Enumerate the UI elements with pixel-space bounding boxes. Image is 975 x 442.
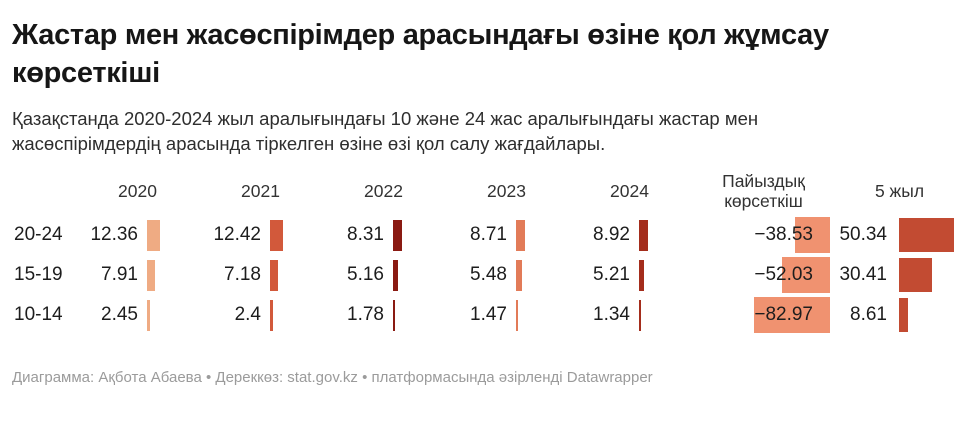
cell-value: −38.53 xyxy=(754,224,813,246)
chart-title: Жастар мен жасөспірімдер арасындағы өзін… xyxy=(12,19,829,90)
cell-2021: 12.42 xyxy=(199,219,322,251)
five-year-bar xyxy=(899,298,909,333)
percent-highlight-bar xyxy=(794,217,830,254)
value-bar xyxy=(147,219,160,251)
cell-five-year: 8.61 xyxy=(836,298,963,333)
data-table: 2020 2021 2022 2023 2024 Пайыздық көрсет… xyxy=(12,167,963,335)
value-bar xyxy=(516,259,522,291)
header-2024: 2024 xyxy=(610,180,649,201)
cell-value: 50.34 xyxy=(839,224,887,246)
footer-separator: • xyxy=(205,369,212,386)
cell-2024: 5.21 xyxy=(568,259,691,291)
value-bar xyxy=(639,219,649,251)
cell-2024: 8.92 xyxy=(568,219,691,251)
table-row: 20-24 12.36 12.42 8.31 8.71 8.92 xyxy=(12,215,963,255)
cell-value: 30.41 xyxy=(839,264,887,286)
header-2020: 2020 xyxy=(118,180,157,201)
cell-value: 8.71 xyxy=(470,224,507,246)
header-2023: 2023 xyxy=(487,180,526,201)
cell-percent-change: −52.03 xyxy=(691,255,836,295)
header-five-year: 5 жыл xyxy=(874,180,925,201)
value-bar xyxy=(147,259,156,291)
cell-value: 2.4 xyxy=(234,304,261,326)
five-year-bar xyxy=(899,218,955,253)
cell-2021: 2.4 xyxy=(199,299,322,331)
cell-2023: 5.48 xyxy=(445,259,568,291)
cell-value: 7.18 xyxy=(224,264,261,286)
cell-value: 12.42 xyxy=(213,224,261,246)
cell-value: −52.03 xyxy=(754,264,813,286)
percent-highlight-bar xyxy=(782,257,830,294)
chart-credit: Диаграмма: Ақбота Абаева xyxy=(12,369,202,386)
table-header-row: 2020 2021 2022 2023 2024 Пайыздық көрсет… xyxy=(12,167,963,215)
value-bar xyxy=(270,299,273,331)
cell-value: −82.97 xyxy=(754,304,813,326)
value-bar xyxy=(639,259,645,291)
value-bar xyxy=(516,299,518,331)
cell-value: 12.36 xyxy=(90,224,138,246)
cell-percent-change: −38.53 xyxy=(691,215,836,255)
cell-2020: 12.36 xyxy=(76,219,199,251)
footer-separator: • xyxy=(362,369,368,386)
cell-value: 8.92 xyxy=(593,224,630,246)
source-link[interactable]: stat.gov.kz xyxy=(287,369,358,386)
value-bar xyxy=(270,219,284,251)
cell-2024: 1.34 xyxy=(568,299,691,331)
cell-value: 5.16 xyxy=(347,264,384,286)
cell-five-year: 50.34 xyxy=(836,218,963,253)
header-percent-change: Пайыздық көрсеткіш xyxy=(722,170,805,212)
five-year-bar xyxy=(899,258,933,293)
percent-highlight-bar xyxy=(753,297,830,334)
cell-2020: 2.45 xyxy=(76,299,199,331)
cell-value: 1.34 xyxy=(593,304,630,326)
cell-value: 5.48 xyxy=(470,264,507,286)
cell-2022: 1.78 xyxy=(322,299,445,331)
row-label: 10-14 xyxy=(14,304,63,326)
header-2021: 2021 xyxy=(241,180,280,201)
table-row: 15-19 7.91 7.18 5.16 5.48 5.21 xyxy=(12,255,963,295)
chart-subtitle: Қазақстанда 2020-2024 жыл аралығындағы 1… xyxy=(12,107,759,155)
value-bar xyxy=(393,219,402,251)
datawrapper-link[interactable]: Datawrapper xyxy=(566,369,653,386)
value-bar xyxy=(270,259,278,291)
cell-value: 8.31 xyxy=(347,224,384,246)
header-2022: 2022 xyxy=(364,180,403,201)
cell-five-year: 30.41 xyxy=(836,258,963,293)
value-bar xyxy=(147,299,150,331)
cell-value: 2.45 xyxy=(101,304,138,326)
cell-2023: 8.71 xyxy=(445,219,568,251)
value-bar xyxy=(639,299,641,331)
cell-2022: 8.31 xyxy=(322,219,445,251)
cell-value: 7.91 xyxy=(101,264,138,286)
row-label: 20-24 xyxy=(14,224,63,246)
table-row: 10-14 2.45 2.4 1.78 1.47 1.34 xyxy=(12,295,963,335)
value-bar xyxy=(393,259,399,291)
cell-2023: 1.47 xyxy=(445,299,568,331)
attribution-text: платформасында әзірленді xyxy=(371,369,563,386)
value-bar xyxy=(393,299,395,331)
cell-value: 1.47 xyxy=(470,304,507,326)
chart-footer: Диаграмма: Ақбота Абаева • Дереккөз: sta… xyxy=(12,369,653,386)
cell-2021: 7.18 xyxy=(199,259,322,291)
value-bar xyxy=(516,219,526,251)
row-label: 15-19 xyxy=(14,264,63,286)
cell-value: 8.61 xyxy=(850,304,887,326)
cell-value: 1.78 xyxy=(347,304,384,326)
cell-2022: 5.16 xyxy=(322,259,445,291)
source-label: Дереккөз: xyxy=(215,369,284,386)
cell-2020: 7.91 xyxy=(76,259,199,291)
cell-percent-change: −82.97 xyxy=(691,295,836,335)
cell-value: 5.21 xyxy=(593,264,630,286)
